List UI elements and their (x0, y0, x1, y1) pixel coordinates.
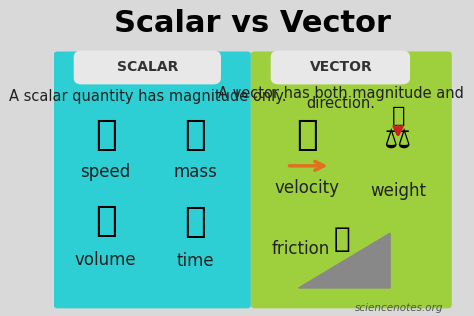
Text: mass: mass (173, 163, 217, 181)
Text: ⚖️: ⚖️ (384, 125, 412, 154)
Text: 🕐: 🕐 (184, 205, 206, 239)
Text: Scalar vs Vector: Scalar vs Vector (114, 9, 392, 38)
Text: 🚗: 🚗 (296, 118, 318, 151)
Text: 🚗: 🚗 (95, 118, 116, 151)
Text: velocity: velocity (274, 179, 339, 197)
Text: 🧪: 🧪 (95, 204, 116, 238)
Text: friction: friction (272, 240, 330, 258)
Text: time: time (176, 252, 214, 270)
Text: direction.: direction. (307, 96, 376, 111)
Text: sciencenotes.org: sciencenotes.org (356, 303, 444, 313)
Text: 🍎: 🍎 (184, 118, 206, 151)
Text: A vector has both magnitude and: A vector has both magnitude and (218, 86, 464, 101)
Text: weight: weight (370, 182, 426, 200)
Text: 🍎: 🍎 (392, 106, 405, 126)
FancyBboxPatch shape (271, 51, 410, 84)
Text: SCALAR: SCALAR (117, 60, 178, 74)
Text: A scalar quantity has magnitude only.: A scalar quantity has magnitude only. (9, 89, 286, 104)
Text: speed: speed (81, 163, 131, 181)
Text: VECTOR: VECTOR (310, 60, 373, 74)
FancyBboxPatch shape (54, 52, 251, 308)
FancyBboxPatch shape (74, 51, 221, 84)
Text: volume: volume (75, 251, 137, 269)
FancyBboxPatch shape (251, 52, 452, 308)
Text: 🛹: 🛹 (334, 225, 351, 253)
Polygon shape (299, 233, 390, 288)
